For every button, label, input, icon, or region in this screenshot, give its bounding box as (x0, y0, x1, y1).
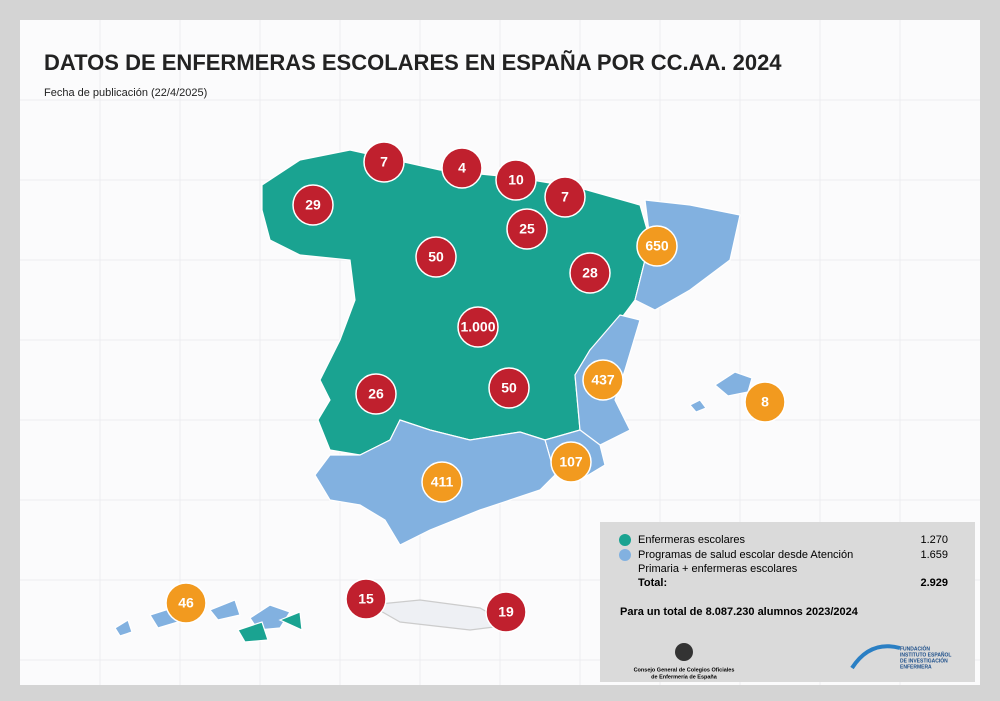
total-value: 2.929 (920, 577, 948, 589)
bubble (415, 236, 457, 278)
bubble (421, 461, 463, 503)
logo-right-icon (850, 644, 901, 670)
legend-box (600, 522, 975, 682)
legend-swatch (619, 549, 631, 561)
bubble-label: 7 (380, 154, 388, 170)
logo-left-icon (675, 643, 693, 661)
logo-right-text: FUNDACIÓN (900, 644, 930, 652)
bubble-label: 7 (561, 189, 569, 205)
subtitle: Fecha de publicación (22/4/2025) (44, 87, 207, 99)
bubble-label: 10 (508, 172, 524, 188)
bubble-label: 26 (368, 386, 384, 402)
bubble-label: 4 (458, 160, 466, 176)
bubble-label: 28 (582, 265, 598, 281)
bubble (495, 159, 537, 201)
map (114, 149, 753, 643)
legend-value: 1.659 (920, 549, 948, 561)
total-label: Total: (638, 577, 667, 589)
bubble (165, 582, 207, 624)
bubble (636, 225, 678, 267)
legend-label: Programas de salud escolar desde Atenció… (638, 549, 853, 561)
bubble-label: 437 (591, 372, 615, 388)
logo-right-text: INSTITUTO ESPAÑOL (900, 651, 951, 658)
bubble (582, 359, 624, 401)
bubble-label: 50 (428, 249, 444, 265)
bubble-label: 50 (501, 380, 517, 396)
bubble-label: 25 (519, 221, 535, 237)
bubble-label: 46 (178, 595, 194, 611)
bubble-label: 107 (559, 454, 583, 470)
legend-value: 1.270 (920, 534, 948, 546)
bubble (544, 176, 586, 218)
bubble-label: 15 (358, 591, 374, 607)
bubble (457, 306, 499, 348)
bubble-label: 650 (645, 238, 669, 254)
bubble (488, 367, 530, 409)
bubble (550, 441, 592, 483)
note: Para un total de 8.087.230 alumnos 2023/… (620, 606, 859, 618)
bubble (345, 578, 387, 620)
logo-left-text: Consejo General de Colegios Oficiales (634, 667, 735, 673)
legend-swatch (619, 534, 631, 546)
bubble-label: 29 (305, 197, 321, 213)
bubble (441, 147, 483, 189)
bubble (506, 208, 548, 250)
logo-left-text: de Enfermería de España (651, 674, 718, 680)
region-canaries-teal (237, 611, 303, 643)
bubble (292, 184, 334, 226)
region-balearics (689, 371, 753, 413)
bubble (569, 252, 611, 294)
title: DATOS DE ENFERMERAS ESCOLARES EN ESPAÑA … (44, 50, 782, 75)
logo-right-text: ENFERMERA (900, 664, 932, 670)
bubble (485, 591, 527, 633)
bubble-label: 411 (431, 474, 454, 490)
logo-right-text: DE INVESTIGACIÓN (900, 656, 948, 664)
bubble-label: 1.000 (460, 319, 495, 335)
bubble (363, 141, 405, 183)
legend-label: Primaria + enfermeras escolares (638, 563, 798, 575)
legend-label: Enfermeras escolares (638, 534, 745, 546)
bubble-label: 19 (498, 604, 514, 620)
bubble (744, 381, 786, 423)
bubble (355, 373, 397, 415)
bubble-label: 8 (761, 394, 769, 410)
